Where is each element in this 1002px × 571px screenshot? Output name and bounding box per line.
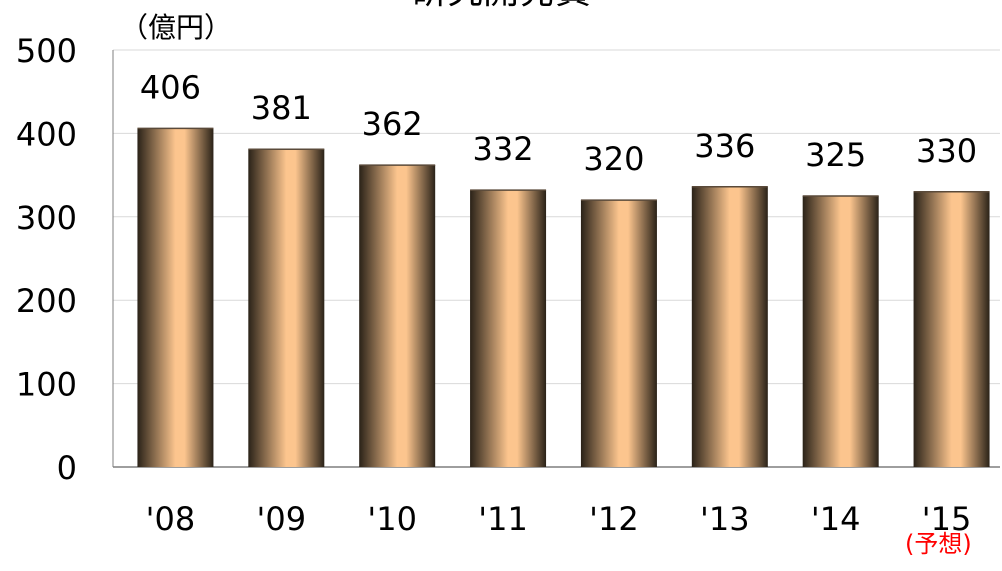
x-tick-label: '13 <box>700 500 750 538</box>
y-tick-label: 400 <box>16 115 77 153</box>
y-tick-label: 100 <box>16 366 77 404</box>
data-label: 325 <box>805 136 866 174</box>
y-unit-label: （億円） <box>120 11 233 44</box>
x-tick-label: '12 <box>589 500 639 538</box>
x-tick-label: '08 <box>146 500 196 538</box>
bar <box>913 191 990 467</box>
y-tick-label: 200 <box>16 282 77 320</box>
bar <box>691 186 768 467</box>
data-label: 362 <box>362 105 423 143</box>
x-tick-label: '15 <box>922 500 972 538</box>
y-tick-label: 500 <box>16 32 77 70</box>
data-label: 330 <box>916 132 977 170</box>
bar <box>580 200 657 467</box>
bar <box>359 165 436 468</box>
x-tick-label: '10 <box>367 500 417 538</box>
data-label: 320 <box>583 140 644 178</box>
chart-title: 研究開発費 <box>0 0 1002 14</box>
x-tick-label: '09 <box>257 500 307 538</box>
bar <box>802 195 879 467</box>
data-label: 381 <box>251 89 312 127</box>
bar <box>470 190 547 467</box>
data-label: 336 <box>694 127 755 165</box>
bar <box>248 149 325 467</box>
x-tick-label: '14 <box>811 500 861 538</box>
bar <box>137 128 214 467</box>
y-tick-label: 0 <box>57 449 77 487</box>
data-label: 406 <box>140 68 201 106</box>
y-tick-label: 300 <box>16 199 77 237</box>
x-tick-label: '11 <box>478 500 528 538</box>
data-label: 332 <box>473 130 534 168</box>
forecast-note: (予想) <box>905 530 972 558</box>
